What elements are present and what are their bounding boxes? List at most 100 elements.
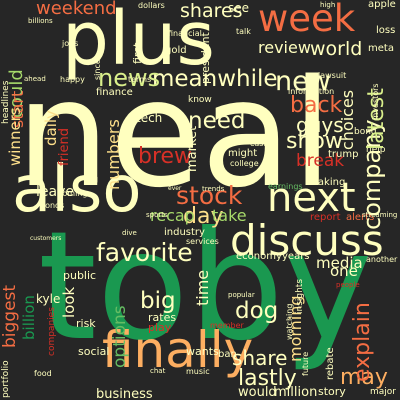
word-college: high (320, 1, 336, 9)
word-recap: recap (150, 206, 195, 225)
word-explain: explain (350, 302, 375, 382)
word-week: week (258, 0, 356, 40)
word-talk: terms (128, 75, 152, 84)
word-risk: risk (76, 317, 96, 330)
word-finance: finance (96, 87, 133, 98)
word-time: time (193, 269, 212, 306)
word-toby: toby (38, 200, 373, 374)
word-sports: chat (150, 367, 166, 375)
word-play: play (148, 321, 172, 334)
word-president: president (199, 32, 212, 84)
word-would: would (238, 385, 277, 400)
word-billions: ever (168, 185, 182, 192)
word-news: news (98, 64, 161, 92)
word-lawsuit: billions (28, 17, 53, 25)
word-day: day (183, 204, 224, 229)
word-bonds: coming (58, 189, 88, 198)
word-global: major (370, 387, 396, 397)
word-another: another (366, 255, 398, 264)
word-since: sports (146, 211, 168, 219)
word-also: also (12, 153, 142, 227)
word-break: break (296, 151, 345, 171)
word-ahead: happy (60, 75, 85, 84)
word-taking: taking (314, 177, 346, 188)
word-guys: guys (296, 113, 344, 137)
word-rates: rates (148, 311, 177, 324)
word-leave: leave (36, 184, 74, 200)
word-lastly: lastly (238, 366, 297, 391)
word-first: first (131, 42, 144, 65)
word-economy: economy (236, 251, 282, 262)
word-one: one (330, 262, 358, 280)
word-ever: people (336, 281, 360, 289)
word-tech: tech (136, 111, 163, 125)
word-gold: gold (165, 45, 187, 56)
word-kyle: kyle (36, 292, 61, 306)
word-happy: jobs (62, 39, 79, 48)
word-portfolio: portfolio (1, 360, 11, 398)
word-shares: shares (180, 0, 243, 22)
word-may: may (340, 365, 388, 390)
word-popular: services (186, 237, 219, 246)
word-music: streaming (362, 211, 398, 219)
word-discuss: discuss (230, 216, 384, 265)
word-major: story (318, 385, 346, 398)
word-review: review (258, 38, 311, 57)
word-finally: finally (102, 321, 254, 379)
word-meta: meta (368, 43, 394, 54)
word-cash: college (230, 159, 259, 168)
word-services: trends (202, 185, 225, 193)
word-neal: neal (16, 48, 333, 220)
word-share: share (232, 346, 288, 370)
word-dog: dog (235, 298, 279, 324)
word-dollars: dollars (138, 1, 165, 10)
word-million: million (274, 385, 318, 400)
word-people: member (210, 321, 244, 330)
word-terms: financial (168, 29, 202, 38)
word-business: business (96, 387, 153, 400)
word-streaming: customers (30, 235, 62, 242)
word-options: options (110, 305, 130, 368)
word-plus: plus (62, 0, 215, 82)
word-look: look (60, 286, 78, 318)
word-big: big (140, 288, 176, 314)
word-billion: billion (20, 295, 38, 340)
word-loss: loss (376, 25, 396, 36)
word-watching: popular (228, 291, 255, 299)
word-meanwhile: meanwhile (152, 66, 278, 92)
word-help: help (366, 145, 386, 155)
word-trends: bonds (40, 201, 65, 210)
word-brew: brew (138, 144, 193, 169)
word-new: new (275, 66, 331, 97)
word-numbers: numbers (104, 119, 123, 190)
word-ban: ban (218, 349, 237, 360)
word-wants: wants (186, 345, 219, 358)
word-media: media (316, 254, 363, 272)
word-food: cash (250, 139, 269, 148)
word-earnings: earnings (268, 182, 303, 191)
word-know: know (188, 95, 212, 105)
word-market: market (185, 125, 200, 172)
word-headlines: headlines (1, 80, 11, 124)
word-apple: apple (368, 0, 396, 10)
word-need: need (188, 108, 246, 134)
word-story: watching (285, 303, 294, 340)
word-customers: dive (122, 229, 137, 237)
word-take: take (212, 206, 247, 225)
word-choices: choices (338, 89, 357, 150)
word-world: world (310, 38, 363, 60)
word-industry: industry (164, 227, 205, 238)
word-weekend: weekend (36, 0, 117, 19)
word-bond: bond (354, 127, 377, 137)
word-show: show (286, 129, 343, 154)
word-insights: insights (295, 278, 305, 314)
word-future: future (301, 351, 310, 376)
word-next: next (267, 175, 356, 221)
word-financial: since (93, 59, 102, 80)
word-dive: lawsuit (318, 71, 347, 80)
word-report: report (310, 212, 341, 223)
word-trump: trump (328, 149, 359, 160)
word-account: account (152, 140, 188, 150)
word-see: see (228, 1, 250, 15)
